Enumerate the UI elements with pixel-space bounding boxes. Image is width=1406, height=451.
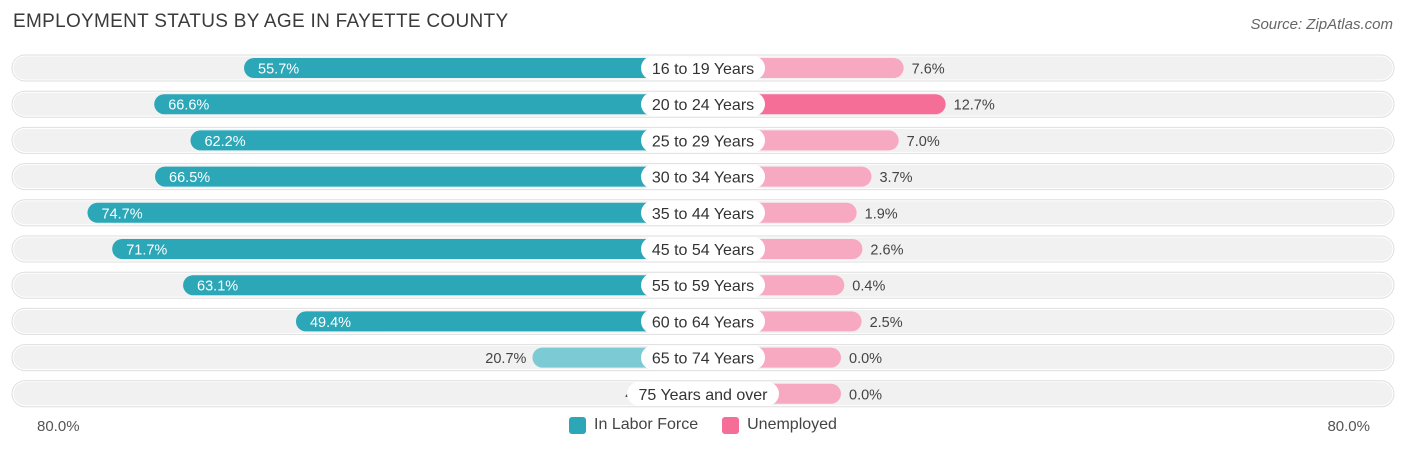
axis-left-label: 80.0%: [37, 418, 80, 435]
category-label: 35 to 44 Years: [652, 206, 754, 223]
category-label: 75 Years and over: [639, 387, 769, 404]
unemployed-value-label: 12.7%: [954, 98, 995, 114]
category-label: 65 to 74 Years: [652, 351, 754, 368]
category-pill: [641, 237, 765, 261]
labor-bar: [183, 275, 703, 296]
category-pill: [641, 92, 765, 117]
labor-value-label: 63.1%: [197, 279, 238, 295]
labor-value-label: 55.7%: [258, 62, 299, 78]
category-label: 25 to 29 Years: [652, 133, 754, 150]
unemployed-value-label: 0.0%: [849, 387, 882, 403]
labor-value-label: 66.5%: [169, 170, 210, 186]
unemployed-value-label: 0.4%: [852, 279, 885, 295]
category-pill: [641, 56, 765, 80]
labor-value-label: 20.7%: [485, 351, 526, 367]
unemployed-value-label: 1.9%: [865, 206, 898, 222]
unemployed-value-label: 0.0%: [849, 351, 882, 367]
category-pill: [641, 128, 765, 153]
category-label: 45 to 54 Years: [652, 242, 754, 259]
category-label: 16 to 19 Years: [652, 61, 754, 78]
labor-bar: [244, 58, 704, 78]
unemployed-value-label: 2.6%: [870, 243, 903, 259]
unemployed-value-label: 7.6%: [912, 62, 945, 78]
labor-bar: [87, 202, 704, 223]
category-pill: [641, 164, 765, 189]
unemployed-value-label: 7.0%: [907, 134, 940, 150]
labor-value-label: 74.7%: [101, 206, 142, 222]
labor-bar: [155, 166, 704, 187]
category-pill: [641, 309, 765, 334]
labor-bar: [295, 311, 703, 332]
category-label: 55 to 59 Years: [652, 278, 754, 295]
category-pill: [641, 345, 765, 370]
category-pill: [641, 273, 765, 298]
source-note: Source: ZipAtlas.com: [1250, 16, 1393, 33]
labor-bar: [190, 130, 704, 151]
labor-bar: [112, 239, 703, 259]
legend-item-labor: In Labor Force: [569, 416, 698, 434]
labor-value-label: 49.4%: [310, 315, 351, 331]
category-pill: [641, 200, 765, 225]
axis-right-label: 80.0%: [1327, 418, 1370, 435]
legend-swatch-unemployed: [722, 416, 740, 434]
legend-swatch-labor: [569, 416, 587, 434]
chart-title: EMPLOYMENT STATUS BY AGE IN FAYETTE COUN…: [13, 11, 509, 32]
labor-value-label: 66.6%: [168, 98, 209, 114]
legend-item-unemployed: Unemployed: [722, 416, 837, 434]
labor-value-label: 71.7%: [126, 243, 167, 259]
unemployed-value-label: 3.7%: [879, 170, 912, 186]
unemployed-value-label: 2.5%: [870, 315, 903, 331]
category-label: 30 to 34 Years: [652, 170, 754, 187]
legend: In Labor Force Unemployed: [0, 416, 1406, 434]
category-label: 60 to 64 Years: [652, 314, 754, 331]
legend-label-unemployed: Unemployed: [747, 416, 837, 433]
labor-value-label: 62.2%: [204, 134, 245, 150]
category-pill: [627, 381, 779, 406]
legend-label-labor: In Labor Force: [594, 416, 699, 433]
labor-bar: [154, 94, 703, 115]
category-label: 20 to 24 Years: [652, 97, 754, 114]
